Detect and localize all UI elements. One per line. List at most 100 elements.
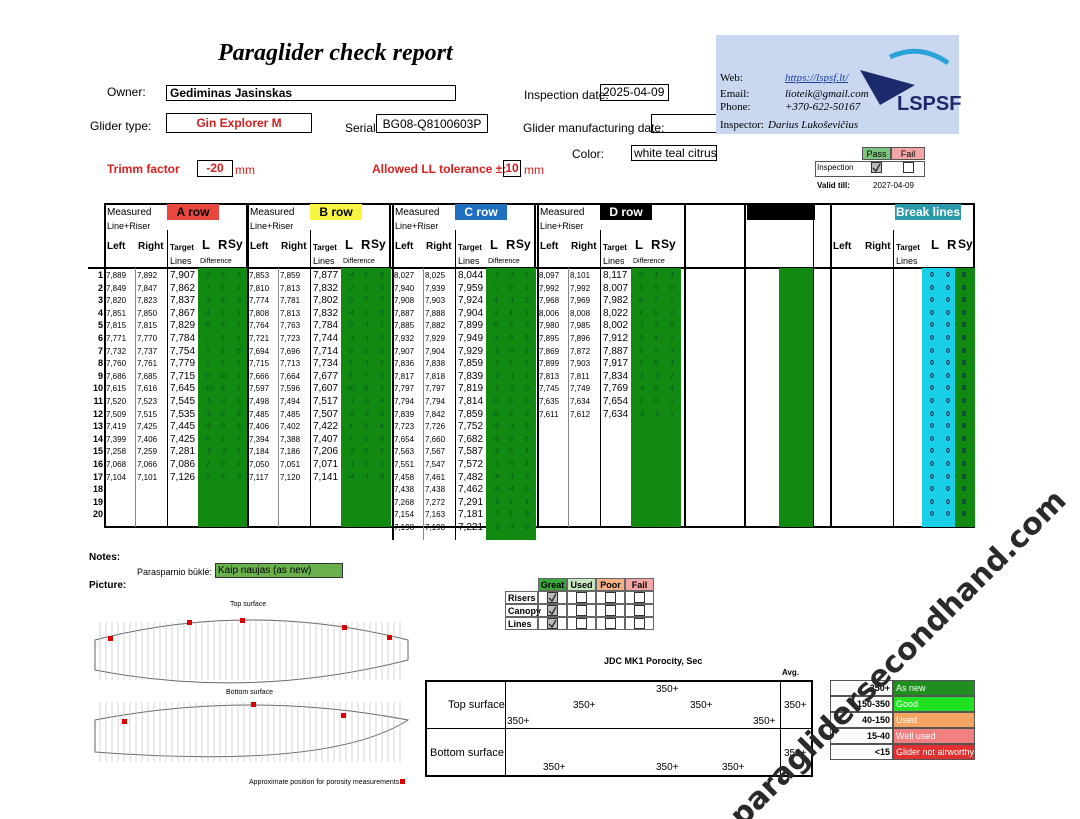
difference: 2: [380, 372, 384, 380]
difference: 0: [930, 398, 934, 405]
r-head: R: [218, 237, 228, 252]
length: 7,794: [425, 397, 446, 406]
length: 7,770: [137, 334, 158, 343]
difference: 2: [380, 347, 384, 355]
checkbox: [903, 162, 914, 173]
col-line: [167, 230, 168, 527]
length: 7,832: [313, 307, 339, 319]
difference: 7: [206, 335, 210, 342]
difference: 0: [962, 448, 966, 456]
markers: [108, 618, 405, 784]
difference: 6: [237, 423, 241, 431]
porosity-col: [780, 680, 781, 777]
checkbox: [634, 618, 645, 629]
glider-type-label: Glider type:: [90, 119, 152, 133]
difference: 6: [380, 435, 384, 443]
length: 7,769: [603, 383, 629, 395]
difference: 0: [962, 511, 966, 519]
col-line: [278, 268, 279, 527]
length: 7,847: [137, 283, 158, 293]
difference: -6: [204, 423, 212, 431]
length: 7,634: [570, 397, 591, 406]
mfg-date-box: [651, 114, 718, 133]
length: 7,771: [106, 334, 127, 343]
left-head: Left: [250, 241, 269, 252]
length: 7,752: [458, 421, 484, 433]
length: 7,992: [570, 283, 591, 293]
difference: 3: [237, 272, 241, 279]
length: 7,745: [539, 384, 560, 394]
length: 7,797: [425, 384, 446, 394]
row-number: 18: [92, 484, 103, 495]
length: 7,850: [137, 308, 158, 318]
difference: -2: [219, 398, 227, 405]
length: 7,535: [170, 408, 196, 420]
difference: 7: [364, 297, 368, 305]
pass-head: Pass: [862, 147, 891, 160]
difference: -1: [492, 272, 500, 279]
row-number: 17: [92, 471, 103, 482]
green-band: [955, 268, 975, 527]
difference: 5: [221, 473, 225, 481]
length: 7,654: [394, 434, 415, 444]
length: 7,895: [539, 334, 560, 343]
trim-label: Trimm factor: [107, 162, 180, 176]
length: 7,485: [249, 409, 270, 419]
green-band: [486, 268, 536, 540]
difference: -4: [492, 473, 500, 481]
difference: 3: [380, 473, 384, 481]
difference: 0: [946, 297, 950, 305]
length: 7,837: [170, 295, 196, 307]
length: 7,051: [280, 460, 301, 469]
length: 7,932: [394, 334, 415, 343]
difference: -4: [347, 272, 355, 279]
length: 7,838: [425, 359, 446, 369]
checkbox: [547, 605, 558, 616]
length: 7,281: [170, 446, 196, 458]
valid-till: 2027-04-09: [873, 181, 914, 190]
length: 7,774: [249, 296, 270, 306]
length: 7,515: [137, 409, 158, 419]
difference: 0: [930, 372, 934, 380]
difference: -5: [204, 398, 212, 405]
lines-head: Lines: [170, 256, 192, 266]
condition-label: Parasparnio būklė:: [137, 567, 213, 577]
difference: 6: [221, 297, 225, 305]
inspection-date-label: Inspection date:: [524, 88, 609, 102]
length: 7,291: [458, 496, 484, 508]
difference: 0: [349, 322, 353, 330]
length: 7,813: [280, 283, 301, 293]
r-head: R: [947, 237, 957, 252]
length: 8,097: [539, 271, 560, 280]
difference: -2: [637, 322, 645, 330]
length: 7,761: [137, 359, 158, 369]
logo-text: LSPSF: [897, 93, 962, 115]
length: 7,587: [458, 446, 484, 458]
difference: 0: [946, 498, 950, 506]
difference: 0: [639, 272, 643, 279]
length: 7,754: [170, 345, 196, 357]
right-head: Right: [281, 241, 307, 252]
difference: 2: [221, 360, 225, 368]
surface-label: Top surface: [448, 699, 505, 711]
porosity-avg: 350+: [784, 700, 807, 711]
line-riser: Line+Riser: [250, 221, 294, 231]
porosity-title: JDC MK1 Porocity, Sec: [604, 656, 703, 666]
difference: 0: [525, 524, 529, 531]
difference: 4: [639, 309, 643, 317]
difference: 0: [962, 372, 966, 380]
porosity-avg: 350+: [784, 748, 807, 759]
length: 7,869: [539, 346, 560, 356]
difference: 0: [930, 461, 934, 468]
length: 7,611: [539, 409, 559, 419]
difference: 4: [206, 309, 210, 317]
difference: 2: [639, 360, 643, 368]
l-head: L: [931, 237, 939, 252]
difference: 0: [962, 423, 966, 431]
difference: -2: [347, 448, 355, 456]
row-number: 11: [93, 396, 103, 406]
difference: -3: [507, 272, 515, 279]
condition-cell: [567, 617, 596, 630]
legend-label: Glider not airworthy: [893, 744, 975, 760]
